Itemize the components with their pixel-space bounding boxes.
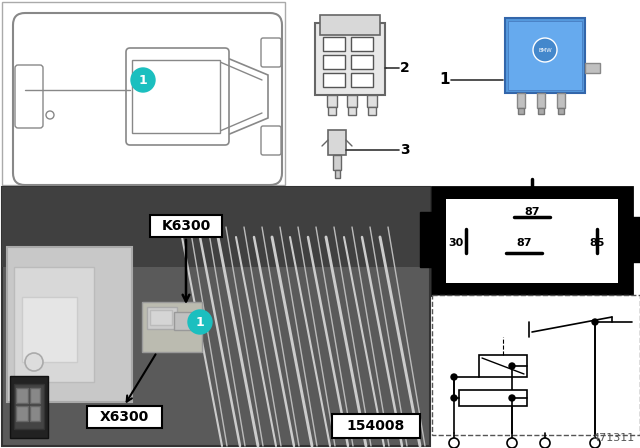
- FancyBboxPatch shape: [261, 126, 281, 155]
- Bar: [585, 63, 600, 73]
- FancyBboxPatch shape: [261, 38, 281, 67]
- Text: 3: 3: [400, 143, 410, 157]
- Bar: [142, 302, 202, 352]
- Bar: [557, 93, 565, 108]
- Bar: [367, 95, 377, 107]
- Bar: [30, 388, 40, 403]
- Bar: [10, 376, 48, 438]
- Circle shape: [449, 438, 459, 448]
- Bar: [432, 295, 640, 435]
- Bar: [327, 95, 337, 107]
- Bar: [30, 406, 40, 421]
- Bar: [351, 55, 373, 69]
- Bar: [347, 95, 357, 107]
- Bar: [323, 37, 345, 51]
- FancyBboxPatch shape: [13, 13, 282, 185]
- Polygon shape: [220, 55, 268, 138]
- Bar: [333, 155, 341, 170]
- Text: X6300: X6300: [99, 410, 148, 424]
- Text: 85: 85: [589, 238, 605, 248]
- Text: 87: 87: [516, 238, 532, 248]
- Circle shape: [46, 111, 54, 119]
- Text: 1: 1: [139, 73, 147, 86]
- Bar: [518, 108, 524, 114]
- Circle shape: [592, 319, 598, 325]
- Bar: [16, 388, 28, 403]
- Bar: [2, 187, 430, 267]
- Bar: [459, 390, 527, 406]
- Circle shape: [451, 395, 457, 401]
- Bar: [368, 107, 376, 115]
- Text: 2: 2: [400, 61, 410, 75]
- Bar: [320, 15, 380, 35]
- Bar: [147, 307, 177, 329]
- Circle shape: [509, 395, 515, 401]
- Text: 87: 87: [524, 207, 540, 217]
- FancyBboxPatch shape: [126, 48, 229, 145]
- Bar: [2, 187, 430, 446]
- Text: 154008: 154008: [347, 419, 405, 433]
- Text: 1: 1: [440, 73, 450, 87]
- Bar: [538, 108, 544, 114]
- Bar: [420, 212, 435, 267]
- Circle shape: [533, 38, 557, 62]
- Bar: [14, 267, 94, 382]
- Bar: [132, 60, 220, 133]
- Circle shape: [590, 438, 600, 448]
- Bar: [22, 297, 77, 362]
- Circle shape: [540, 438, 550, 448]
- Bar: [150, 215, 222, 237]
- Text: K6300: K6300: [161, 219, 211, 233]
- Bar: [2, 2, 285, 185]
- Bar: [14, 384, 44, 429]
- Circle shape: [507, 438, 517, 448]
- Bar: [508, 21, 582, 90]
- Bar: [16, 406, 28, 421]
- Bar: [558, 108, 564, 114]
- Text: 471311: 471311: [593, 433, 635, 443]
- Circle shape: [188, 310, 212, 334]
- Text: 1: 1: [196, 315, 204, 328]
- Bar: [505, 18, 585, 93]
- Circle shape: [509, 363, 515, 369]
- Bar: [328, 107, 336, 115]
- Bar: [351, 73, 373, 87]
- Bar: [150, 310, 172, 325]
- Bar: [432, 187, 632, 295]
- Text: BMW: BMW: [538, 47, 552, 52]
- Bar: [479, 355, 527, 377]
- Bar: [174, 312, 194, 330]
- Bar: [323, 55, 345, 69]
- Bar: [335, 170, 340, 178]
- Bar: [7, 247, 132, 402]
- Bar: [537, 93, 545, 108]
- Text: 30: 30: [448, 238, 463, 248]
- Bar: [328, 130, 346, 155]
- Bar: [348, 107, 356, 115]
- Bar: [351, 37, 373, 51]
- Bar: [332, 414, 420, 438]
- Bar: [629, 217, 640, 262]
- Circle shape: [451, 374, 457, 380]
- FancyBboxPatch shape: [15, 65, 43, 128]
- Bar: [87, 406, 162, 428]
- Bar: [446, 199, 618, 283]
- Circle shape: [131, 68, 155, 92]
- Bar: [517, 93, 525, 108]
- Circle shape: [25, 353, 43, 371]
- Bar: [315, 23, 385, 95]
- Bar: [323, 73, 345, 87]
